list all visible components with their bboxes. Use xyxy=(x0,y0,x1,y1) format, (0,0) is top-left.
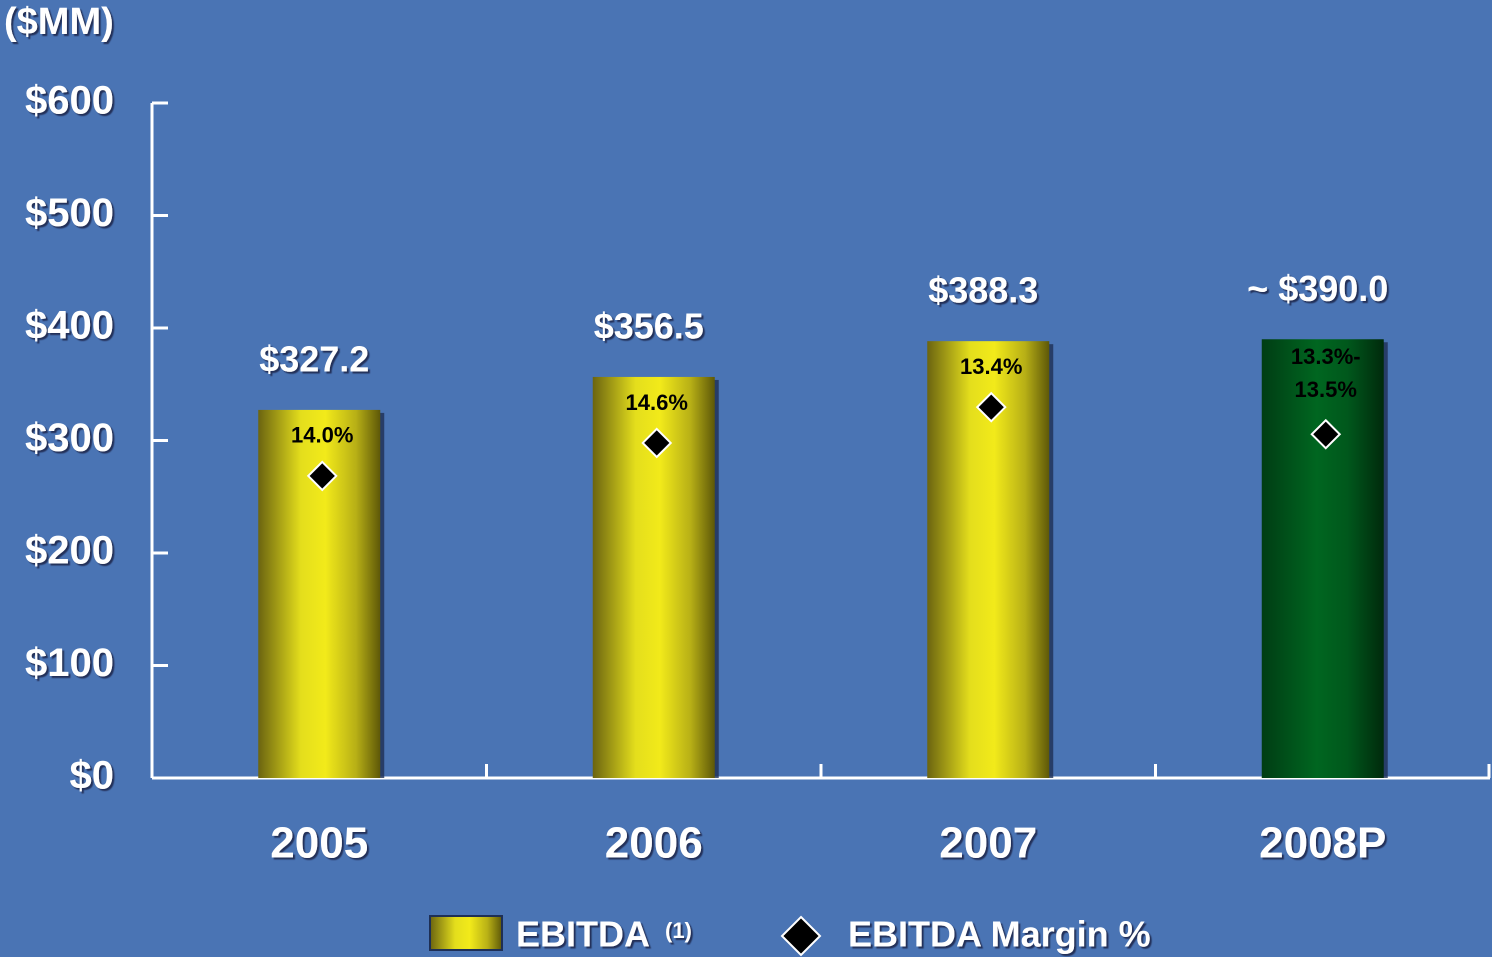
bar-value-label: $327.2 xyxy=(259,338,369,379)
bar-value-label: ~ $390.0 xyxy=(1247,268,1388,309)
margin-marker xyxy=(1310,418,1342,450)
margin-label: 13.4% xyxy=(960,354,1022,379)
y-tick-label: $200 xyxy=(25,529,114,573)
bar xyxy=(1261,339,1384,778)
legend-label: EBITDA xyxy=(516,914,650,955)
y-tick-label: $600 xyxy=(25,79,114,123)
x-tick-label: 2005 xyxy=(270,819,368,868)
y-tick-label: $0 xyxy=(70,754,115,798)
y-tick-label: $500 xyxy=(25,191,114,235)
margin-label: 13.5% xyxy=(1295,377,1357,402)
legend-label: EBITDA Margin % xyxy=(848,914,1151,955)
legend-swatch xyxy=(429,915,503,951)
bar-value-label: $388.3 xyxy=(928,270,1038,311)
x-tick-label: 2007 xyxy=(939,819,1037,868)
margin-marker xyxy=(641,427,673,459)
bar-value-label: $356.5 xyxy=(594,305,704,346)
y-axis-label: ($MM) xyxy=(4,1,114,43)
x-tick-label: 2006 xyxy=(605,819,703,868)
margin-label: 14.6% xyxy=(626,390,688,415)
margin-label: 13.3%- xyxy=(1291,344,1361,369)
legend-note: (1) xyxy=(665,918,692,943)
y-tick-label: $100 xyxy=(25,641,114,685)
margin-marker xyxy=(306,460,338,492)
legend-marker xyxy=(780,915,822,957)
margin-marker xyxy=(975,391,1007,423)
x-tick-label: 2008P xyxy=(1259,819,1386,868)
y-tick-label: $300 xyxy=(25,416,114,460)
y-tick-label: $400 xyxy=(25,304,114,348)
margin-label: 14.0% xyxy=(291,423,353,448)
